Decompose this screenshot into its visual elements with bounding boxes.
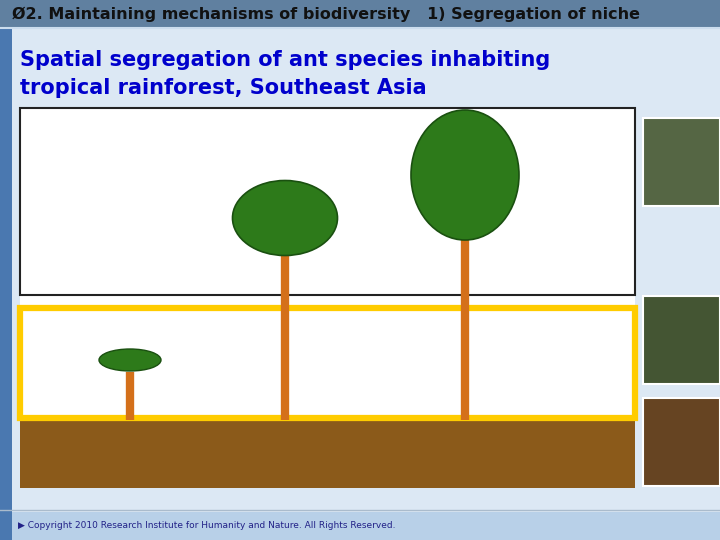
Text: Spatial segregation of ant species inhabiting: Spatial segregation of ant species inhab… — [20, 50, 550, 70]
Bar — [20, 308, 635, 418]
Ellipse shape — [233, 180, 338, 255]
Bar — [0, 0, 720, 28]
Bar — [20, 420, 635, 488]
Bar — [643, 398, 720, 486]
Bar — [12, 28, 720, 512]
Ellipse shape — [411, 110, 519, 240]
Bar — [643, 296, 720, 384]
Text: tropical rainforest, Southeast Asia: tropical rainforest, Southeast Asia — [20, 78, 427, 98]
Bar — [643, 118, 720, 206]
Text: Ø2. Maintaining mechanisms of biodiversity   1) Segregation of niche: Ø2. Maintaining mechanisms of biodiversi… — [12, 6, 640, 22]
Bar — [0, 28, 12, 540]
Ellipse shape — [99, 349, 161, 371]
Bar — [20, 108, 635, 488]
Text: ▶ Copyright 2010 Research Institute for Humanity and Nature. All Rights Reserved: ▶ Copyright 2010 Research Institute for … — [18, 522, 395, 530]
Bar — [20, 108, 635, 295]
